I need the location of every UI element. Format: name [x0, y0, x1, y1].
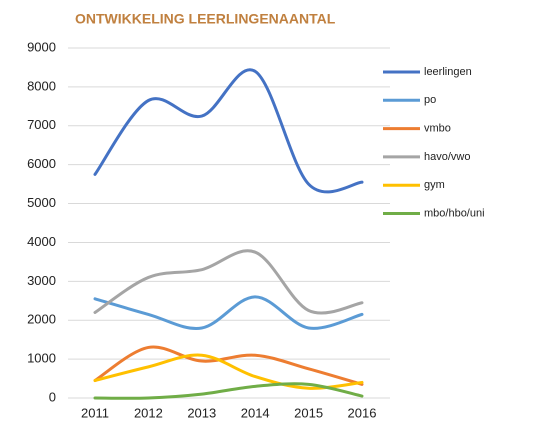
x-tick-label: 2011	[81, 405, 109, 420]
y-tick-label: 7000	[27, 117, 56, 132]
x-tick-label: 2015	[294, 405, 323, 420]
x-tick-label: 2014	[241, 405, 270, 420]
legend-label: gym	[424, 179, 445, 191]
legend-label: vmbo	[424, 123, 451, 135]
x-tick-label: 2012	[134, 405, 163, 420]
y-tick-label: 5000	[27, 195, 56, 210]
legend-label: mbo/hbo/uni	[424, 207, 485, 219]
legend-label: leerlingen	[424, 66, 472, 78]
series-line	[93, 295, 364, 330]
x-tick-label: 2013	[187, 405, 216, 420]
series-line	[93, 353, 364, 390]
chart-title: ONTWIKKELING LEERLINGENAANTAL	[75, 11, 336, 27]
y-tick-label: 0	[49, 389, 56, 404]
y-tick-label: 3000	[27, 273, 56, 288]
y-tick-label: 4000	[27, 234, 56, 249]
y-tick-label: 1000	[27, 351, 56, 366]
series-line	[93, 249, 364, 315]
y-tick-label: 9000	[27, 39, 56, 54]
y-tick-label: 2000	[27, 312, 56, 327]
y-tick-label: 6000	[27, 156, 56, 171]
legend-label: havo/vwo	[424, 151, 470, 163]
y-tick-label: 8000	[27, 78, 56, 93]
legend-label: po	[424, 94, 436, 106]
series-line	[93, 382, 364, 400]
series-line	[93, 345, 364, 386]
series-line	[93, 68, 364, 194]
x-tick-label: 2016	[348, 405, 377, 420]
